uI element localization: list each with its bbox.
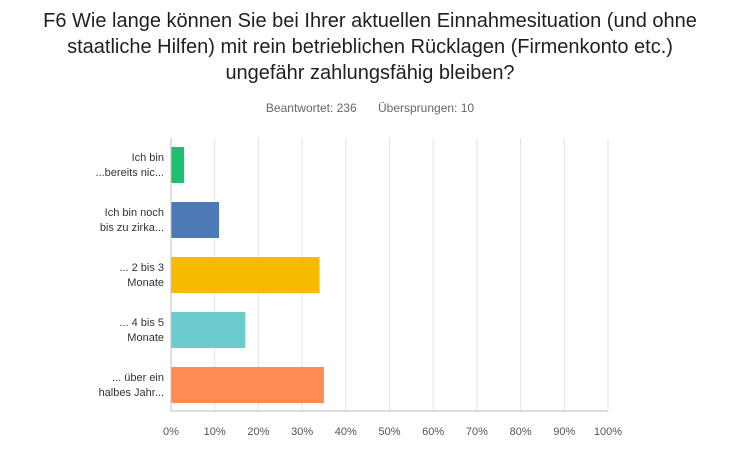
- category-label: ... 4 bis 5: [119, 317, 164, 329]
- x-tick-label: 50%: [378, 426, 400, 438]
- question-title: F6 Wie lange können Sie bei Ihrer aktuel…: [0, 8, 740, 86]
- question-title-line-1: F6 Wie lange können Sie bei Ihrer aktuel…: [43, 10, 697, 32]
- category-label: ... über ein: [112, 372, 164, 384]
- category-label: ...bereits nic...: [96, 167, 164, 179]
- category-label: bis zu zirka...: [100, 222, 164, 234]
- answered-count: Beantwortet: 236: [265, 101, 357, 115]
- x-tick-label: 80%: [510, 426, 532, 438]
- category-label: Monate: [127, 277, 164, 289]
- category-label: Ich bin noch: [105, 207, 164, 219]
- x-tick-label: 40%: [335, 426, 357, 438]
- bar: [171, 367, 324, 403]
- category-label: halbes Jahr...: [99, 387, 164, 399]
- bar: [171, 257, 320, 293]
- category-label: Monate: [127, 332, 164, 344]
- x-tick-label: 30%: [291, 426, 313, 438]
- x-tick-label: 70%: [466, 426, 488, 438]
- category-label: Ich bin: [132, 152, 164, 164]
- question-title-line-3: ungefähr zahlungsfähig bleiben?: [225, 62, 515, 84]
- bar: [171, 147, 185, 183]
- bar: [171, 312, 246, 348]
- x-tick-label: 60%: [422, 426, 444, 438]
- bar: [171, 202, 220, 238]
- x-tick-label: 20%: [247, 426, 269, 438]
- category-label: ... 2 bis 3: [119, 262, 164, 274]
- x-tick-label: 10%: [204, 426, 226, 438]
- skipped-count: Übersprungen: 10: [378, 101, 475, 115]
- x-tick-label: 0%: [163, 426, 179, 438]
- x-tick-label: 90%: [553, 426, 575, 438]
- response-stats: Beantwortet: 236 Übersprungen: 10: [0, 101, 740, 115]
- question-title-line-2: staatliche Hilfen) mit rein betriebliche…: [67, 36, 673, 58]
- x-tick-label: 100%: [594, 426, 622, 438]
